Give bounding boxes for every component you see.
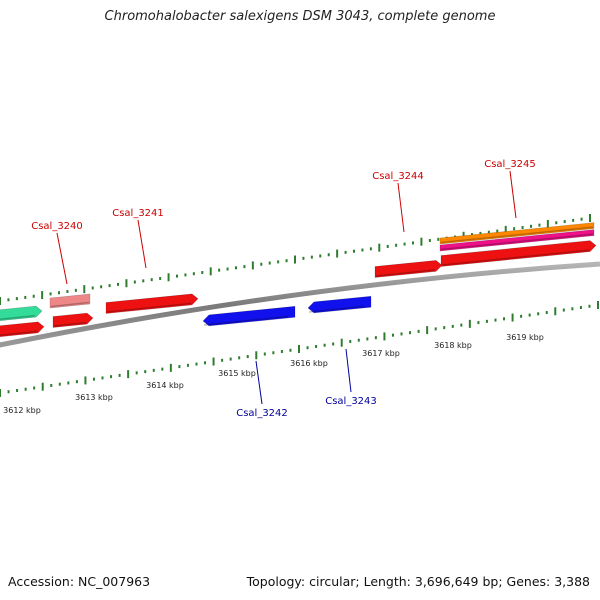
gene-arrow-outline — [374, 260, 443, 278]
gene-labels: Csal_3240 Csal_3241 Csal_3242 Csal_3243 Csal… — [31, 159, 536, 419]
gene-arrow-shadow — [375, 269, 436, 277]
gene-feature[interactable] — [52, 312, 94, 328]
gene-label-leader — [509, 170, 517, 219]
genome-backbone — [0, 261, 600, 348]
gene-arrow-outline — [49, 293, 91, 309]
gene-arrow-outline — [105, 293, 199, 314]
gene-feature[interactable] — [307, 295, 372, 314]
kbp-labels: 3612 kbp 3613 kbp 3614 kbp 3615 kbp 3616 kbp… — [3, 333, 544, 415]
gene-arrow[interactable] — [0, 321, 44, 338]
genome-summary-text: Topology: circular; Length: 3,696,649 bp… — [246, 574, 590, 589]
gene-arrow-outline — [0, 321, 45, 338]
gene-arrow[interactable] — [0, 306, 42, 321]
kbp-label: 3619 kbp — [506, 333, 544, 342]
gene-feature[interactable] — [439, 222, 595, 245]
gene-arrow-shadow — [308, 305, 365, 313]
gene-features — [0, 222, 597, 338]
gene-arrow-shadow — [0, 314, 36, 321]
gene-feature[interactable] — [440, 240, 597, 267]
kbp-label: 3613 kbp — [75, 393, 113, 402]
gene-label[interactable]: Csal_3240 — [31, 221, 83, 232]
gene-arrow-outline — [202, 305, 296, 327]
gene-arrow-shadow — [106, 302, 192, 313]
gene-label-leader — [397, 182, 405, 233]
gene-arrow[interactable] — [441, 240, 596, 267]
gene-label-leader — [137, 219, 147, 269]
gene-label[interactable]: Csal_3242 — [236, 408, 288, 419]
gene-arrow[interactable] — [375, 260, 442, 278]
gene-label[interactable]: Csal_3241 — [112, 208, 164, 219]
gene-feature[interactable] — [374, 260, 443, 278]
gene-label-leader — [345, 348, 352, 393]
lower-tick-track — [0, 301, 599, 397]
gene-feature[interactable] — [49, 293, 91, 309]
gene-arrow-outline — [439, 229, 595, 252]
gene-arrow-outline — [307, 295, 372, 314]
map-title: Chromohalobacter salexigens DSM 3043, co… — [104, 9, 496, 24]
gene-arrow-outline — [439, 222, 595, 245]
kbp-label: 3617 kbp — [362, 349, 400, 358]
gene-arrow[interactable] — [53, 313, 93, 328]
gene-feature[interactable] — [202, 305, 296, 327]
upper-tick-track — [0, 214, 591, 305]
gene-feature[interactable] — [0, 305, 43, 322]
gene-arrow-outline — [52, 312, 94, 328]
gene-label[interactable]: Csal_3244 — [372, 171, 424, 182]
kbp-label: 3618 kbp — [434, 341, 472, 350]
gene-arrow-shadow — [203, 315, 289, 326]
gene-feature[interactable] — [105, 293, 199, 314]
gene-arrow-outline — [440, 240, 597, 267]
gene-arrow[interactable] — [440, 229, 594, 251]
gene-feature[interactable] — [439, 229, 595, 252]
gene-arrow[interactable] — [440, 222, 594, 244]
gene-label-leader — [56, 232, 68, 285]
kbp-label: 3615 kbp — [218, 369, 256, 378]
gene-label[interactable]: Csal_3243 — [325, 396, 377, 407]
kbp-label: 3616 kbp — [290, 359, 328, 368]
gene-arrow-shadow — [441, 249, 590, 266]
gene-arrow[interactable] — [50, 294, 90, 308]
gene-arrow-shadow — [53, 321, 87, 327]
gene-label[interactable]: Csal_3245 — [484, 159, 536, 170]
gene-arrow-outline — [0, 305, 43, 322]
accession-text: Accession: NC_007963 — [8, 574, 151, 589]
gene-arrow-shadow — [0, 330, 38, 337]
gene-arrow[interactable] — [106, 293, 198, 314]
kbp-label: 3614 kbp — [146, 381, 184, 390]
gene-arrow-shadow — [440, 233, 594, 251]
kbp-label: 3612 kbp — [3, 406, 41, 415]
gene-arrow-shadow — [440, 226, 594, 244]
gene-feature[interactable] — [0, 321, 45, 338]
gene-label-leader — [255, 360, 263, 405]
gene-arrow-shadow — [50, 301, 90, 308]
gene-arrow[interactable] — [203, 306, 295, 326]
gene-arrow[interactable] — [308, 296, 371, 313]
